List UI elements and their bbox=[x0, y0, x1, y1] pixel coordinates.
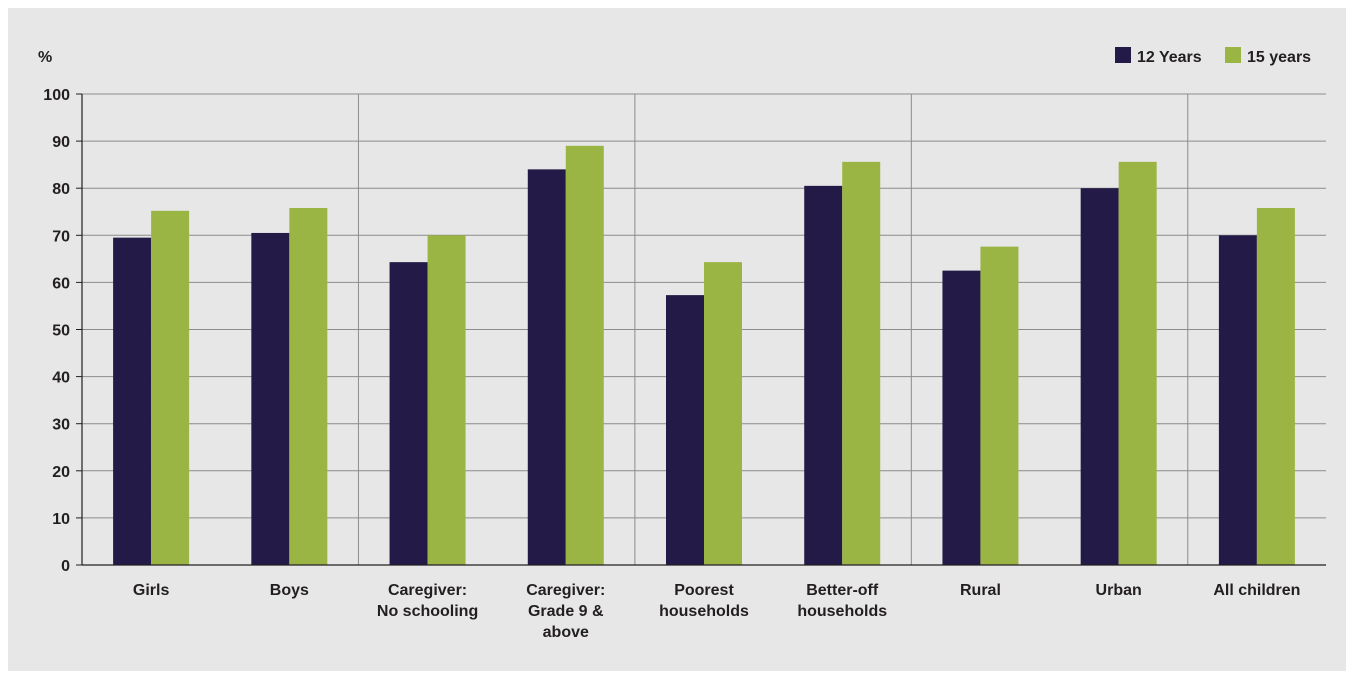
category-label-line: Grade 9 & bbox=[528, 603, 604, 620]
category-label: All children bbox=[1213, 582, 1300, 599]
y-tick-label: 70 bbox=[52, 228, 70, 245]
legend-swatch bbox=[1225, 47, 1241, 63]
category-label: Better-off households bbox=[797, 582, 887, 620]
bar-15-years bbox=[980, 246, 1019, 565]
bar-12-years bbox=[251, 232, 290, 565]
y-tick-label: 90 bbox=[52, 134, 70, 151]
category-label: Caregiver: Grade 9 & above bbox=[526, 582, 605, 641]
bar-15-years bbox=[1118, 161, 1157, 565]
bar-15-years bbox=[842, 161, 881, 565]
bars bbox=[113, 145, 1295, 566]
legend: 12 Years 15 years bbox=[1115, 47, 1311, 66]
category-label-line: Boys bbox=[270, 582, 309, 599]
bar-15-years bbox=[427, 235, 466, 566]
y-tick-label: 0 bbox=[61, 558, 70, 575]
bar-12-years bbox=[666, 295, 704, 565]
y-tick-label: 80 bbox=[52, 181, 70, 198]
y-tick-label: 10 bbox=[52, 511, 70, 528]
category-label-line: households bbox=[659, 603, 749, 620]
category-label-line: No schooling bbox=[377, 603, 478, 620]
category-label-line: Better-off bbox=[806, 582, 879, 599]
category-label: Boys bbox=[270, 582, 309, 599]
category-label-line: households bbox=[797, 603, 887, 620]
y-tick-label: 60 bbox=[52, 275, 70, 292]
bar-12-years bbox=[942, 270, 981, 565]
category-label-line: Girls bbox=[133, 582, 170, 599]
bar-15-years bbox=[704, 262, 742, 565]
category-label-line: Caregiver: bbox=[526, 582, 605, 599]
category-label-line: above bbox=[543, 624, 589, 641]
y-tick-label: 30 bbox=[52, 417, 70, 434]
y-tick-labels: 0 10 20 30 40 50 60 70 80 90 100 bbox=[43, 87, 70, 575]
legend-label: 15 years bbox=[1247, 49, 1311, 66]
category-label: Rural bbox=[960, 582, 1001, 599]
bar-12-years bbox=[527, 169, 566, 566]
category-labels: Girls Boys Caregiver: No schoolingCaregiver… bbox=[133, 582, 1301, 641]
y-tick-label: 40 bbox=[52, 370, 70, 387]
bar-12-years bbox=[113, 237, 152, 565]
y-tick-label: 100 bbox=[43, 87, 70, 104]
y-unit-label: % bbox=[38, 49, 52, 66]
bar-12-years bbox=[804, 185, 843, 565]
axes bbox=[81, 94, 1326, 566]
bar-12-years bbox=[389, 262, 428, 565]
bar-12-years bbox=[1080, 188, 1119, 565]
bar-12-years bbox=[1218, 235, 1257, 566]
category-label-line: Poorest bbox=[674, 582, 734, 599]
category-label-line: Caregiver: bbox=[388, 582, 467, 599]
category-label-line: Rural bbox=[960, 582, 1001, 599]
group-separators bbox=[357, 94, 1189, 565]
category-label: Girls bbox=[133, 582, 170, 599]
y-tick-label: 20 bbox=[52, 464, 70, 481]
category-label: Poorest households bbox=[659, 582, 749, 620]
category-label: Caregiver: No schooling bbox=[377, 582, 478, 620]
y-tick-label: 50 bbox=[52, 323, 70, 340]
legend-label: 12 Years bbox=[1137, 49, 1202, 66]
bar-15-years bbox=[289, 207, 328, 565]
category-label-line: Urban bbox=[1096, 582, 1142, 599]
category-label: Urban bbox=[1096, 582, 1142, 599]
bar-15-years bbox=[151, 210, 190, 566]
category-label-line: All children bbox=[1213, 582, 1300, 599]
bar-15-years bbox=[565, 145, 604, 565]
bar-15-years bbox=[1256, 207, 1295, 565]
legend-swatch bbox=[1115, 47, 1131, 63]
